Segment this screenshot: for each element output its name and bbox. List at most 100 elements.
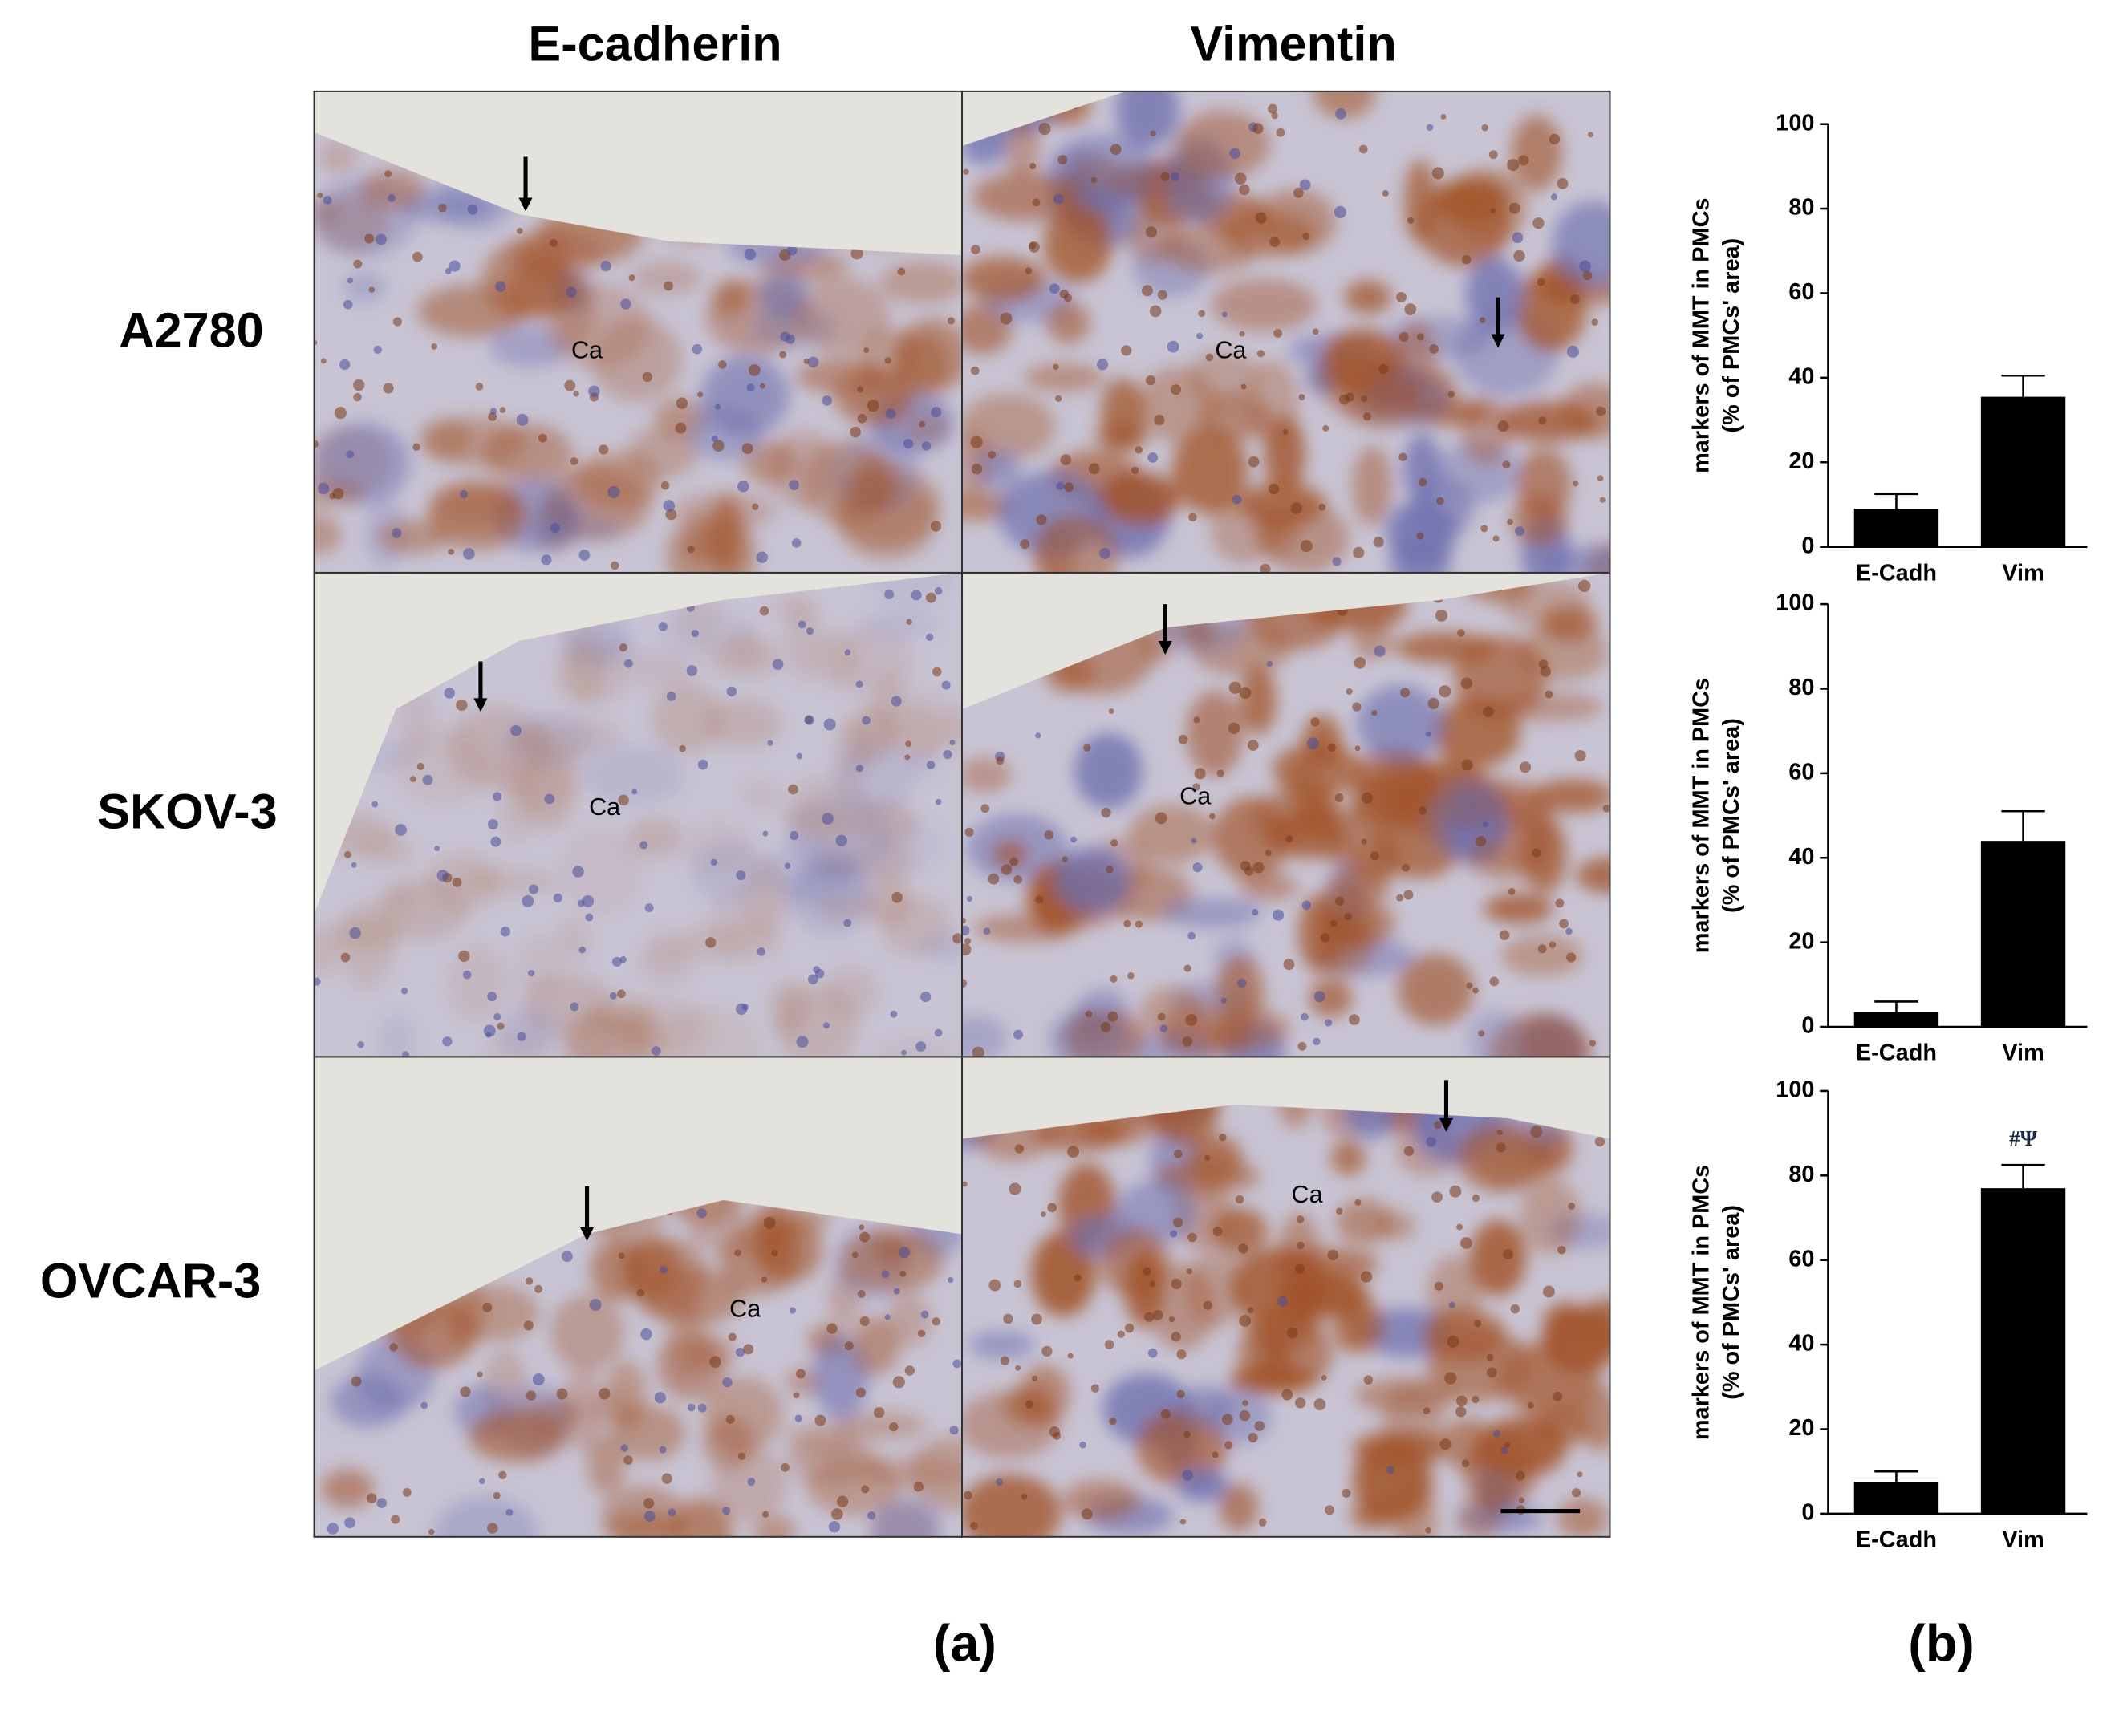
nucleus xyxy=(935,798,942,805)
nucleus xyxy=(1418,806,1427,815)
stain-blob xyxy=(631,260,703,295)
nucleus xyxy=(857,386,863,393)
nucleus xyxy=(553,893,562,903)
nucleus xyxy=(1508,887,1516,895)
nucleus xyxy=(1110,838,1118,847)
x-tick-label: E-Cadh xyxy=(1856,1040,1937,1066)
y-axis-label: (% of PMCs' area) xyxy=(1719,238,1744,433)
stain-blob xyxy=(554,919,591,963)
nucleus xyxy=(1504,1442,1511,1448)
nucleus xyxy=(952,1359,962,1369)
nucleus xyxy=(1179,1519,1187,1525)
nucleus xyxy=(1455,1395,1468,1407)
nucleus xyxy=(964,1491,972,1500)
nucleus xyxy=(1013,875,1022,884)
stain-blob xyxy=(1520,1178,1581,1255)
nucleus xyxy=(1147,1348,1158,1358)
stain-blob xyxy=(555,639,607,704)
stain-blob xyxy=(1115,91,1179,148)
nucleus xyxy=(857,413,867,424)
micrograph-label: Ca xyxy=(1292,1181,1323,1208)
nucleus xyxy=(1361,792,1373,804)
nucleus xyxy=(1101,807,1111,818)
nucleus xyxy=(402,1487,412,1497)
nucleus xyxy=(1557,177,1569,189)
nucleus xyxy=(462,970,472,980)
nucleus xyxy=(814,1414,826,1426)
nucleus xyxy=(1209,813,1216,820)
nucleus xyxy=(741,443,753,455)
stain-blob xyxy=(1128,1032,1214,1057)
nucleus xyxy=(1512,232,1524,244)
nucleus xyxy=(1334,793,1344,802)
nucleus xyxy=(1170,384,1182,395)
nucleus xyxy=(516,413,529,426)
nucleus xyxy=(1461,1459,1470,1468)
nucleus xyxy=(726,686,737,697)
nucleus xyxy=(915,1041,927,1053)
nucleus xyxy=(395,824,407,836)
nucleus xyxy=(972,1046,984,1057)
nucleus xyxy=(1335,1207,1343,1215)
stain-blob xyxy=(1303,785,1338,833)
nucleus xyxy=(658,622,668,631)
nucleus xyxy=(1157,290,1167,300)
nucleus xyxy=(1404,303,1417,315)
stain-blob xyxy=(605,1360,647,1428)
arrow-head xyxy=(1158,640,1172,655)
nucleus xyxy=(389,1343,398,1352)
micrograph-label: Ca xyxy=(1215,337,1246,364)
nucleus xyxy=(1155,812,1167,825)
column-title: E-cadherin xyxy=(528,17,781,71)
nucleus xyxy=(692,343,703,355)
nucleus xyxy=(1354,1199,1362,1206)
nucleus xyxy=(412,443,420,452)
nucleus xyxy=(1237,978,1247,988)
nucleus xyxy=(1496,1142,1506,1153)
nucleus xyxy=(1325,1019,1333,1027)
bar-chart: 0 20 40 60 80 100 markers of MMT in PMCs (% of … xyxy=(1689,1077,2088,1553)
nucleus xyxy=(791,538,802,548)
nucleus xyxy=(364,233,375,244)
nucleus xyxy=(1472,1194,1480,1203)
y-tick-label: 100 xyxy=(1776,590,1814,616)
nucleus xyxy=(497,1022,505,1030)
nucleus xyxy=(620,1444,628,1452)
nucleus xyxy=(458,950,470,963)
nucleus xyxy=(830,1508,843,1520)
stain-blob xyxy=(1053,846,1130,914)
stain-blob xyxy=(850,452,899,514)
nucleus xyxy=(1067,1146,1080,1158)
nucleus xyxy=(859,1316,870,1327)
nucleus xyxy=(934,1028,943,1037)
nucleus xyxy=(687,545,695,554)
stain-blob xyxy=(1403,432,1441,503)
nucleus xyxy=(1527,1401,1534,1409)
nucleus xyxy=(1398,452,1407,461)
nucleus xyxy=(921,441,932,451)
nucleus xyxy=(705,937,717,948)
nucleus xyxy=(609,992,617,1000)
nucleus xyxy=(971,245,980,254)
nucleus xyxy=(1228,722,1240,735)
nucleus xyxy=(400,988,408,995)
stain-blob xyxy=(769,980,809,1037)
nucleus xyxy=(1032,1375,1038,1381)
nucleus xyxy=(851,1251,859,1259)
nucleus xyxy=(1456,1223,1463,1231)
nucleus xyxy=(1268,483,1280,495)
nucleus xyxy=(391,528,402,538)
nucleus xyxy=(1371,710,1378,716)
nucleus xyxy=(781,1462,790,1472)
nucleus xyxy=(383,383,394,394)
nucleus xyxy=(1145,226,1158,238)
x-tick-label: E-Cadh xyxy=(1856,1527,1937,1553)
nucleus xyxy=(1185,1014,1198,1026)
stain-blob xyxy=(1435,176,1510,222)
nucleus xyxy=(1353,546,1365,559)
nucleus xyxy=(578,550,591,561)
nucleus xyxy=(1266,660,1273,667)
nucleus xyxy=(599,444,609,455)
nucleus xyxy=(789,1307,796,1314)
nucleus xyxy=(970,436,983,448)
